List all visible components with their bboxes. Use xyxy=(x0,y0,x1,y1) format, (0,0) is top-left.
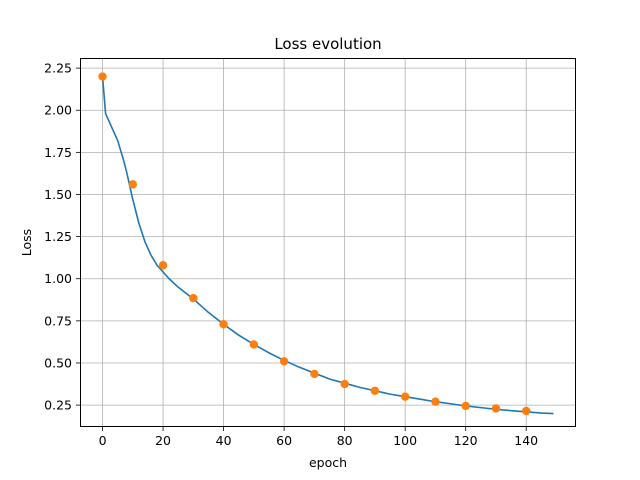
chart-title: Loss evolution xyxy=(274,35,381,53)
loss-line xyxy=(101,76,554,415)
loss-marker xyxy=(249,340,259,349)
x-tick-label: 120 xyxy=(454,433,478,448)
y-tick-label: 0.75 xyxy=(44,313,72,328)
y-tick-label: 1.50 xyxy=(44,187,72,202)
x-tick-label: 140 xyxy=(514,433,538,448)
series-layer xyxy=(98,72,554,416)
loss-marker xyxy=(189,293,198,303)
x-axis-label: epoch xyxy=(309,455,347,470)
x-tick-label: 0 xyxy=(99,433,107,448)
x-tick-label: 60 xyxy=(276,433,292,448)
y-tick-label: 1.75 xyxy=(44,145,72,160)
y-tick-label: 0.25 xyxy=(44,398,72,413)
loss-marker xyxy=(522,406,531,416)
loss-marker xyxy=(431,397,440,406)
x-tick-label: 80 xyxy=(337,433,353,448)
x-tick-label: 100 xyxy=(393,433,417,448)
loss-marker xyxy=(491,404,501,413)
loss-marker xyxy=(461,401,470,411)
loss-marker xyxy=(400,392,410,401)
y-tick-label: 2.00 xyxy=(44,103,72,118)
loss-marker xyxy=(219,320,228,329)
x-tick-label: 20 xyxy=(155,433,171,448)
loss-marker xyxy=(370,386,380,395)
y-tick-label: 0.50 xyxy=(44,355,72,370)
y-tick-label: 2.25 xyxy=(44,61,72,76)
loss-marker xyxy=(98,72,107,81)
loss-marker xyxy=(340,379,349,389)
plot-frame xyxy=(80,58,576,427)
y-axis-label: Loss xyxy=(19,229,34,256)
plot-area xyxy=(80,58,576,427)
loss-marker xyxy=(310,369,319,379)
grid xyxy=(80,58,576,427)
loss-marker xyxy=(279,357,289,366)
loss-marker xyxy=(128,180,138,189)
y-tick-label: 1.00 xyxy=(44,271,72,286)
x-tick-label: 40 xyxy=(216,433,232,448)
loss-marker xyxy=(158,261,168,270)
ticks: 0 20 40 60 80 100 120 140 0.25 0.50 0.75 1.00 1.25 1.… xyxy=(44,61,538,448)
y-tick-label: 1.25 xyxy=(44,229,72,244)
